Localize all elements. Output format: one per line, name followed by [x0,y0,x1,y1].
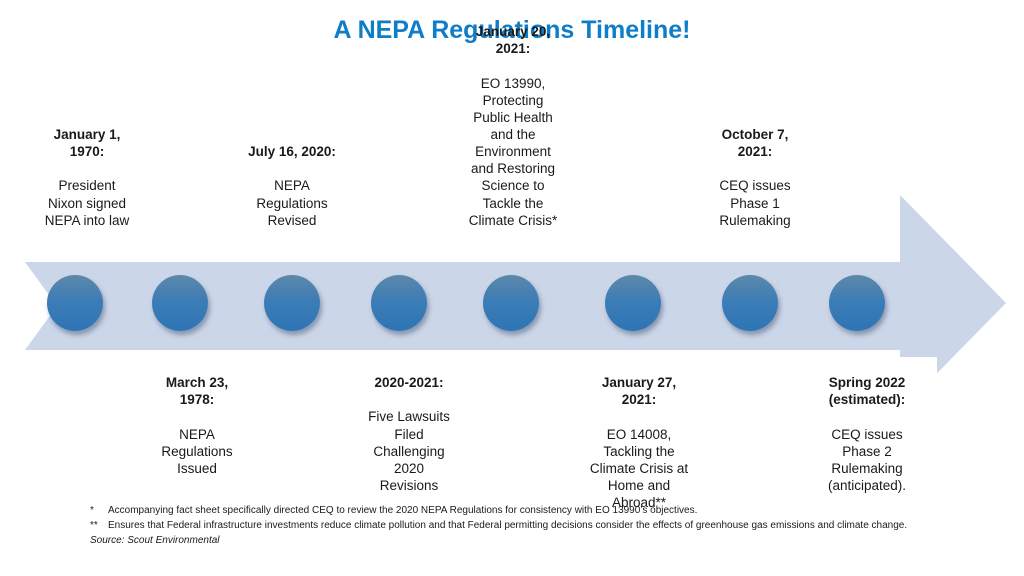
page-title: A NEPA Regulations Timeline! [333,16,691,44]
event-date: January 1, 1970: [53,127,121,160]
footnote-text: Accompanying fact sheet specifically dir… [108,505,698,516]
event-description: Five Lawsuits Filed Challenging 2020 Rev… [368,409,450,493]
event-label-jan-27-2021: January 27, 2021: EO 14008, Tackling the… [565,357,713,529]
footnote-2: ** Ensures that Federal infrastructure i… [90,518,970,533]
event-date: October 7, 2021: [721,127,789,160]
event-date: January 20, 2021: [475,24,551,57]
timeline-dot-icon [47,275,103,331]
event-label-jan-1-1970: January 1, 1970: President Nixon signed … [22,109,152,246]
timeline-dot-icon [264,275,320,331]
event-label-mar-23-1978: March 23, 1978: NEPA Regulations Issued [130,357,264,495]
event-description: President Nixon signed NEPA into law [44,178,130,228]
footnote-marker: ** [90,520,98,531]
event-label-jan-20-2021: January 20, 2021: EO 13990, Protecting P… [448,6,578,246]
event-description: CEQ issues Phase 2 Rulemaking (anticipat… [827,426,907,493]
event-label-oct-7-2021: October 7, 2021: CEQ issues Phase 1 Rule… [690,109,820,246]
footnotes: * Accompanying fact sheet specifically d… [90,503,970,548]
event-description: EO 13990, Protecting Public Health and t… [468,75,558,228]
event-description: CEQ issues Phase 1 Rulemaking [719,178,791,228]
event-date: Spring 2022 (estimated): [828,375,906,408]
footnote-text: Ensures that Federal infrastructure inve… [108,520,908,531]
footnote-marker: * [90,505,94,516]
event-date: January 27, 2021: [601,375,677,408]
source-attribution: Source: Scout Environmental [90,535,220,546]
timeline-dot-icon [371,275,427,331]
event-description: NEPA Regulations Issued [161,426,233,476]
event-label-2020-2021: 2020-2021: Five Lawsuits Filed Challengi… [342,357,476,512]
event-date: July 16, 2020: [248,144,336,160]
event-date: 2020-2021: [374,375,444,391]
event-date: March 23, 1978: [165,375,229,408]
event-label-spring-2022: Spring 2022 (estimated): CEQ issues Phas… [797,357,937,512]
timeline-dot-icon [483,275,539,331]
footnote-1: * Accompanying fact sheet specifically d… [90,503,970,518]
event-label-jul-16-2020: July 16, 2020: NEPA Regulations Revised [227,126,357,246]
timeline-dot-icon [829,275,885,331]
event-description: EO 14008, Tackling the Climate Crisis at… [589,426,689,511]
timeline-dot-icon [605,275,661,331]
timeline-dot-icon [152,275,208,331]
timeline-dot-icon [722,275,778,331]
event-description: NEPA Regulations Revised [256,178,328,228]
